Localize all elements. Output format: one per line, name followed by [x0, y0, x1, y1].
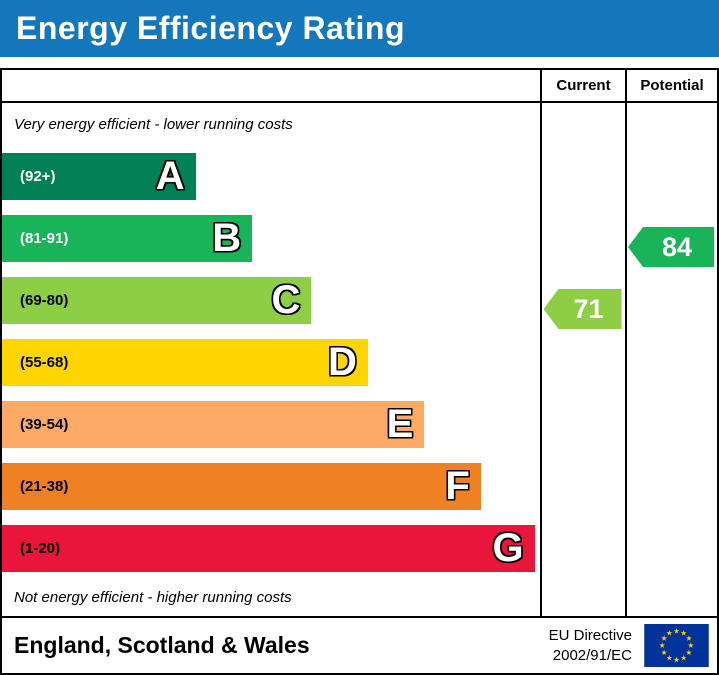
- band-g: (1-20) G: [2, 524, 535, 572]
- eu-flag-icon: [644, 624, 709, 667]
- bottom-note: Not energy efficient - higher running co…: [14, 589, 292, 606]
- band-range-label: (55-68): [20, 353, 69, 371]
- eu-directive-line1: EU Directive: [548, 627, 632, 644]
- potential-rating-pointer: 84: [628, 227, 714, 267]
- rating-table: Current Potential Very energy efficient …: [0, 68, 719, 675]
- chart-title: Energy Efficiency Rating: [16, 10, 405, 46]
- band-letter: B: [212, 216, 242, 260]
- band-range-label: (81-91): [20, 229, 69, 247]
- band-d: (55-68) D: [2, 338, 368, 386]
- band-f: (21-38) F: [2, 462, 481, 510]
- band-row: (21-38) F: [2, 455, 540, 517]
- rating-table-header: Current Potential: [2, 70, 717, 103]
- eu-directive-text: EU Directive 2002/91/EC: [549, 626, 632, 665]
- band-range-label: (69-80): [20, 291, 69, 309]
- band-row: (39-54) E: [2, 393, 540, 455]
- top-note: Very energy efficient - lower running co…: [14, 115, 293, 133]
- band-range-label: (92+): [20, 167, 56, 185]
- eu-directive-block: EU Directive 2002/91/EC: [549, 624, 709, 667]
- band-row: (69-80) C: [2, 269, 540, 331]
- eu-directive-line2: 2002/91/EC: [552, 646, 632, 664]
- band-row: (1-20) G: [2, 517, 540, 579]
- rating-table-footer: England, Scotland & Wales EU Directive 2…: [2, 616, 717, 673]
- band-row: (92+) A: [2, 145, 540, 207]
- potential-rating-value: 84: [661, 231, 693, 262]
- current-column-divider: [540, 103, 625, 616]
- band-range-label: (39-54): [20, 415, 69, 433]
- band-c: (69-80) C: [2, 276, 312, 324]
- band-letter: A: [155, 154, 185, 198]
- current-rating-value: 71: [573, 293, 604, 324]
- band-letter: C: [271, 278, 301, 322]
- band-e: (39-54) E: [2, 400, 425, 448]
- band-letter: E: [386, 402, 414, 446]
- current-rating-pointer: 71: [543, 289, 622, 329]
- potential-column-header: Potential: [625, 70, 717, 101]
- band-range-label: (21-38): [20, 477, 69, 495]
- band-letter: F: [445, 464, 470, 508]
- band-letter: G: [492, 526, 524, 570]
- band-letter: D: [327, 340, 357, 384]
- chart-title-banner: Energy Efficiency Rating: [0, 0, 719, 57]
- band-range-label: (1-20): [20, 539, 61, 557]
- current-column-header: Current: [540, 70, 625, 101]
- region-label: England, Scotland & Wales: [14, 632, 310, 658]
- band-b: (81-91) B: [2, 214, 253, 262]
- band-row: (81-91) B: [2, 207, 540, 269]
- rating-table-body: Very energy efficient - lower running co…: [2, 103, 717, 616]
- band-row: (55-68) D: [2, 331, 540, 393]
- header-spacer: [2, 70, 540, 101]
- band-a: (92+) A: [2, 152, 196, 200]
- potential-column-divider: [625, 103, 717, 616]
